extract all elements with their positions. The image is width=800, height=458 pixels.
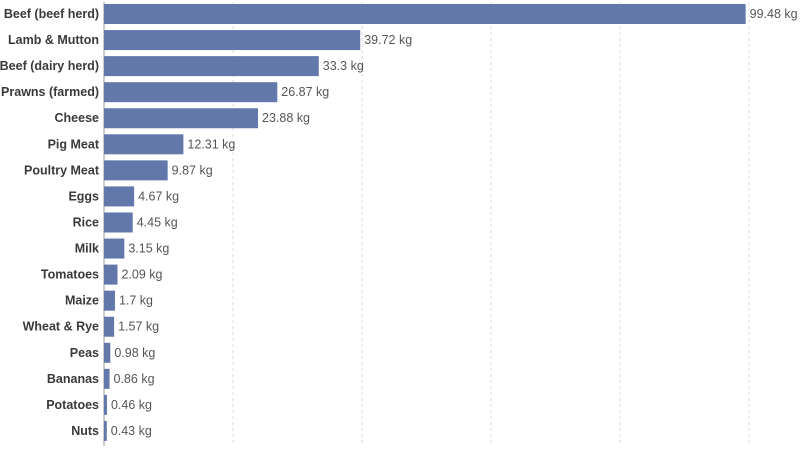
category-label: Rice	[73, 215, 99, 229]
value-label: 1.7 kg	[119, 294, 153, 308]
bar	[104, 30, 361, 51]
bar	[104, 316, 115, 337]
value-label: 0.98 kg	[114, 346, 155, 360]
category-label: Prawns (farmed)	[1, 85, 99, 99]
value-label: 33.3 kg	[323, 59, 364, 73]
category-label: Peas	[70, 346, 99, 360]
category-label: Bananas	[47, 372, 99, 386]
value-label: 0.86 kg	[114, 372, 155, 386]
bar	[104, 290, 115, 311]
value-label: 39.72 kg	[364, 33, 412, 47]
bar	[104, 212, 133, 233]
bar	[104, 56, 319, 77]
bar	[104, 186, 135, 207]
category-label: Nuts	[71, 424, 99, 438]
value-label: 2.09 kg	[121, 268, 162, 282]
value-label: 99.48 kg	[750, 7, 798, 21]
category-label: Poultry Meat	[24, 163, 100, 177]
value-label: 26.87 kg	[281, 85, 329, 99]
bar	[104, 342, 111, 363]
category-label: Cheese	[55, 111, 100, 125]
bar	[104, 238, 125, 259]
category-label: Lamb & Mutton	[8, 33, 99, 47]
category-label: Maize	[65, 294, 99, 308]
bar	[104, 134, 184, 155]
value-label: 3.15 kg	[128, 242, 169, 256]
bar	[104, 160, 168, 181]
bar	[104, 420, 107, 441]
category-label: Milk	[75, 242, 99, 256]
bar	[104, 4, 746, 24]
bars-layer	[104, 4, 746, 441]
category-label: Beef (dairy herd)	[0, 59, 99, 73]
category-label: Potatoes	[46, 398, 99, 412]
bar	[104, 264, 118, 285]
value-label: 4.45 kg	[137, 215, 178, 229]
bar	[104, 368, 110, 389]
value-label: 12.31 kg	[187, 137, 235, 151]
bar	[104, 108, 259, 129]
value-label: 0.43 kg	[111, 424, 152, 438]
value-label: 1.57 kg	[118, 320, 159, 334]
category-label: Wheat & Rye	[23, 320, 99, 334]
bar	[104, 82, 278, 103]
bar	[104, 394, 107, 415]
value-label: 4.67 kg	[138, 189, 179, 203]
value-label: 23.88 kg	[262, 111, 310, 125]
labels-layer: Beef (beef herd) 99.48 kg Lamb & Mutton 39.…	[0, 7, 798, 438]
category-label: Eggs	[68, 189, 99, 203]
value-label: 0.46 kg	[111, 398, 152, 412]
value-label: 9.87 kg	[172, 163, 213, 177]
category-label: Beef (beef herd)	[4, 7, 99, 21]
category-label: Pig Meat	[48, 137, 100, 151]
category-label: Tomatoes	[41, 268, 99, 282]
